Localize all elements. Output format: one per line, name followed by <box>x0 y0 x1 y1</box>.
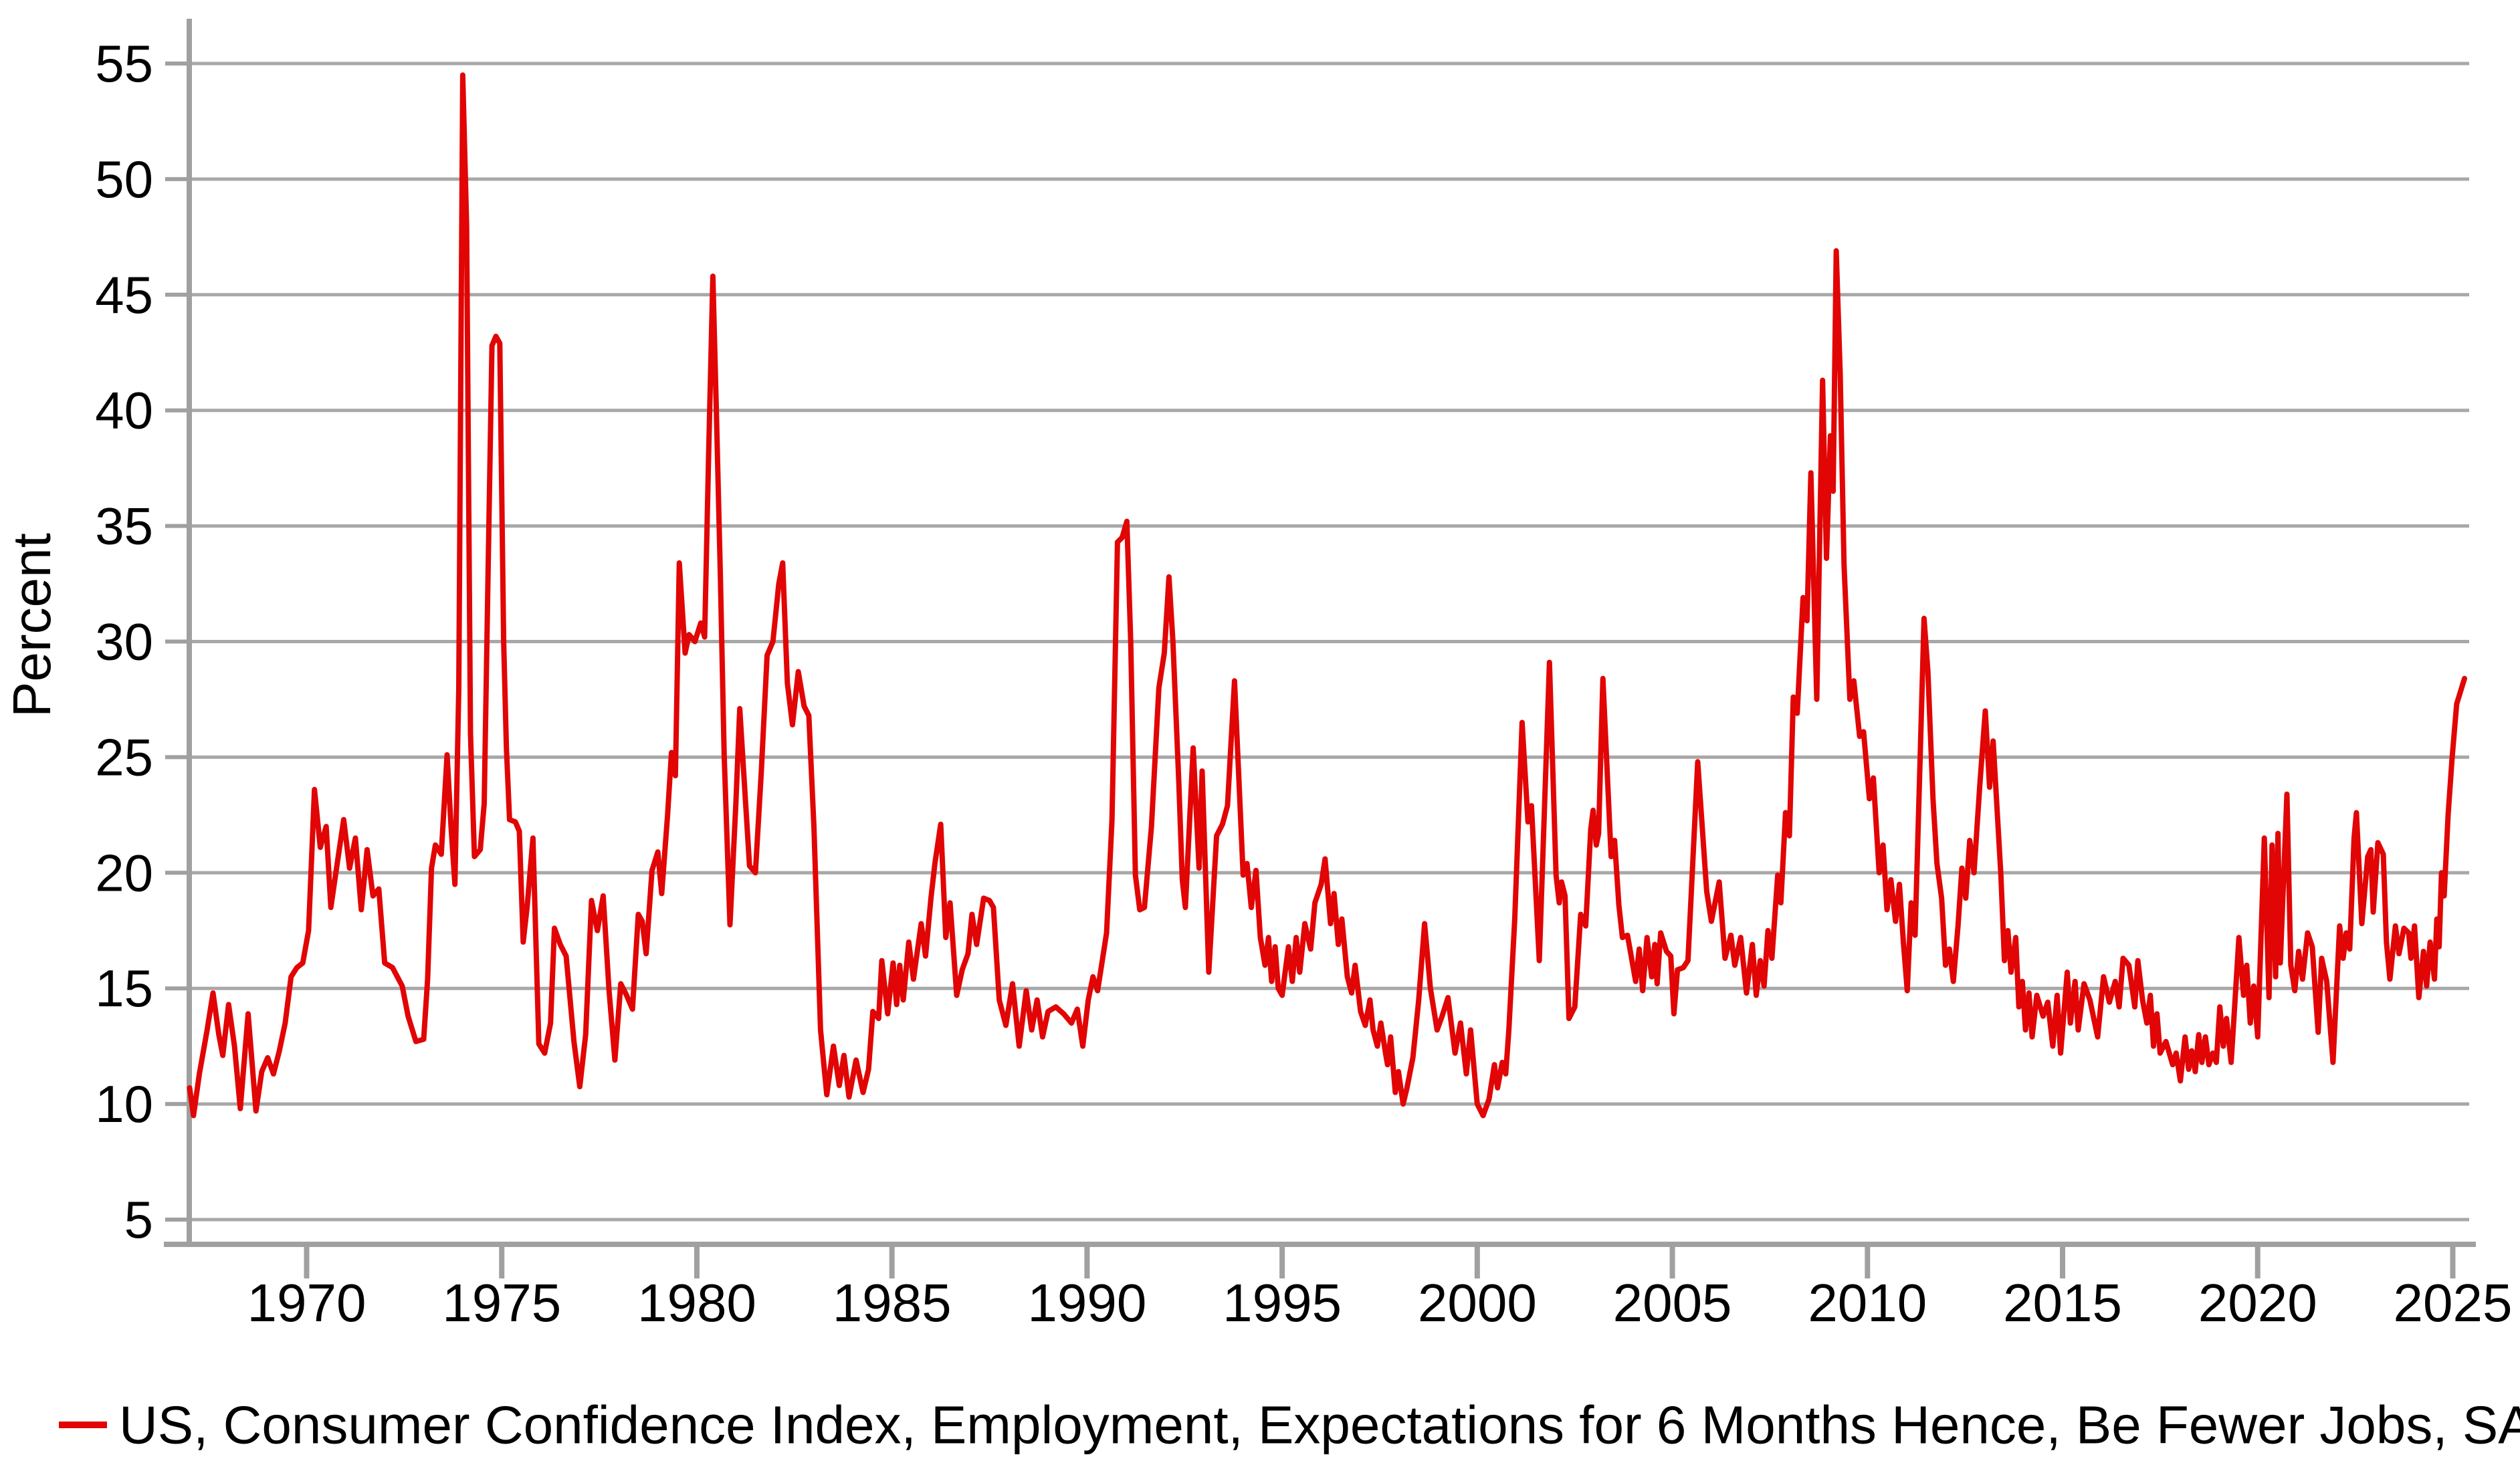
legend-series-label: US, Consumer Confidence Index, Employmen… <box>119 1395 2520 1455</box>
y-tick-label: 40 <box>95 381 153 440</box>
x-tick-label: 1990 <box>1027 1273 1146 1333</box>
x-tick-label: 1985 <box>833 1273 952 1333</box>
x-tick-label: 1980 <box>637 1273 756 1333</box>
x-tick-label: 2005 <box>1613 1273 1732 1333</box>
y-tick-label: 25 <box>95 727 153 786</box>
y-tick-label: 30 <box>95 612 153 671</box>
y-axis-title: Percent <box>2 533 62 717</box>
y-tick-label: 45 <box>95 265 153 324</box>
x-tick-label: 2000 <box>1418 1273 1537 1333</box>
x-tick-label: 2010 <box>1808 1273 1927 1333</box>
y-tick-label: 10 <box>95 1074 153 1133</box>
y-tick-label: 55 <box>95 34 153 93</box>
y-tick-label: 20 <box>95 843 153 902</box>
y-tick-label: 35 <box>95 497 153 556</box>
y-tick-label: 15 <box>95 959 153 1018</box>
x-tick-label: 2020 <box>2198 1273 2317 1333</box>
x-tick-label: 2015 <box>2003 1273 2122 1333</box>
data-series-line <box>187 72 2467 1119</box>
y-tick-label: 50 <box>95 150 153 209</box>
x-tick-label: 1975 <box>442 1273 561 1333</box>
x-tick-label: 1970 <box>247 1273 366 1333</box>
x-tick-label: 1995 <box>1223 1273 1342 1333</box>
x-tick-label: 2025 <box>2393 1273 2512 1333</box>
y-tick-label: 5 <box>124 1190 153 1249</box>
